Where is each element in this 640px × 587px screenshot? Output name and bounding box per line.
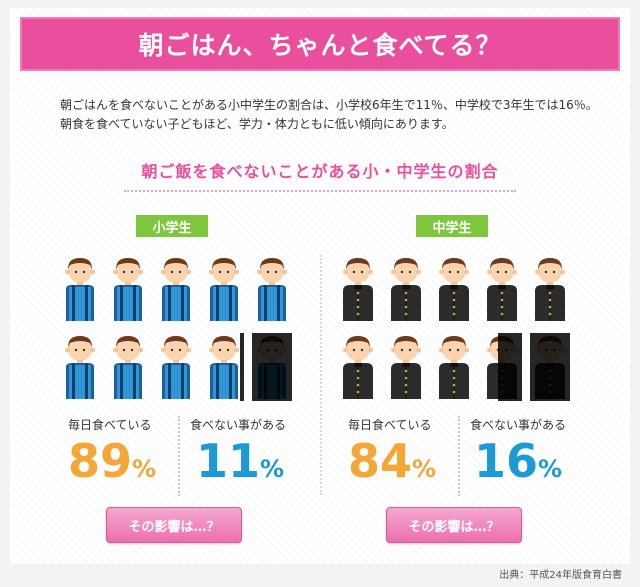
student-figure-icon [386,255,426,323]
student-figure-icon [204,333,244,401]
section-subtitle: 朝ご飯を食べないことがある小・中学生の割合 [141,162,499,181]
page-title: 朝ごはん、ちゃんと食べてる？ [138,31,502,60]
student-figure-icon [530,255,570,323]
elementary-skips-label: 食べない事がある [190,418,287,432]
title-banner: 朝ごはん、ちゃんと食べてる？ [20,17,620,71]
student-figure-icon [530,333,570,401]
source-note: 出典：平成24年版食育白書 [499,570,622,581]
student-figure-icon [338,255,378,323]
elementary-label: 小学生 [136,215,208,237]
junior-effect-button[interactable]: その影響は…？ [386,507,522,543]
junior-skips-value: 16% [474,434,563,488]
elementary-skips-value: 11% [196,434,285,488]
intro-line-1: 朝ごはんを食べないことがある小中学生の割合は、小学校6年生で11％、中学校で3年… [60,98,598,112]
junior-eats-label: 毎日食べている [348,418,432,432]
student-figure-icon [434,255,474,323]
student-figure-icon [338,333,378,401]
junior-skips-label: 食べない事がある [470,418,567,432]
intro-line-2: 朝食を食べていない子どもほど、学力・体力ともに低い傾向にあります。 [60,117,454,131]
center-divider [320,255,322,495]
elementary-effect-button[interactable]: その影響は…？ [106,507,242,543]
elementary-eats-label: 毎日食べている [68,418,152,432]
student-figure-icon [108,333,148,401]
junior-label: 中学生 [416,215,488,237]
student-figure-icon [434,333,474,401]
junior-stat-divider [458,416,460,496]
student-figure-icon [108,255,148,323]
elementary-stat-divider [178,416,180,496]
elementary-eats-value: 89% [68,434,157,488]
intro-text: 朝ごはんを食べないことがある小中学生の割合は、小学校6年生で11％、中学校で3年… [60,96,600,134]
student-figure-icon [482,333,522,401]
student-figure-icon [60,333,100,401]
student-figure-icon [252,333,292,401]
student-figure-icon [204,255,244,323]
subtitle-underline [124,190,516,192]
student-figure-icon [386,333,426,401]
student-figure-icon [60,255,100,323]
student-figure-icon [252,255,292,323]
student-figure-icon [156,333,196,401]
student-figure-icon [156,255,196,323]
student-figure-icon [482,255,522,323]
junior-eats-value: 84% [348,434,437,488]
